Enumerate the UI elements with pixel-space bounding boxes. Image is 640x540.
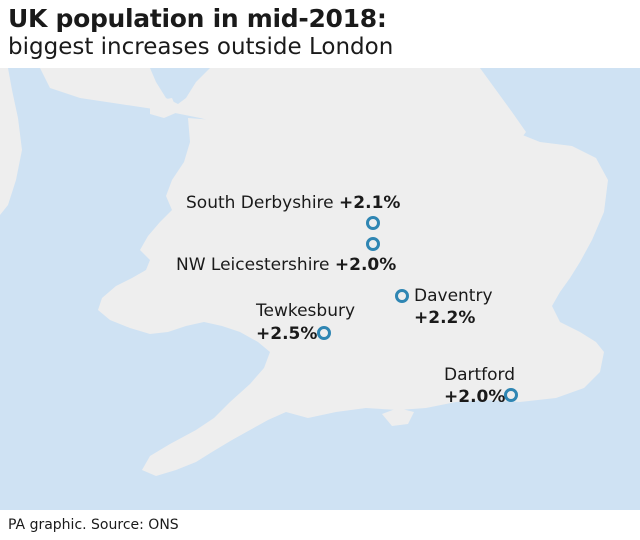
anglesey-land	[150, 98, 178, 118]
label-nw-leicestershire: NW Leicestershire +2.0%	[176, 254, 396, 276]
map-area: South Derbyshire +2.1% NW Leicestershire…	[0, 68, 640, 510]
place-name: South Derbyshire	[186, 193, 334, 213]
marker-south-derbyshire[interactable]	[366, 216, 380, 230]
footer: PA graphic. Source: ONS	[0, 510, 640, 540]
map-subtitle: biggest increases outside London	[8, 34, 394, 60]
label-dartford-name: Dartford	[444, 365, 516, 385]
place-change: +2.1%	[339, 193, 401, 213]
header: UK population in mid-2018: biggest incre…	[0, 0, 640, 68]
north-england-land	[40, 68, 526, 140]
map-svg	[0, 68, 640, 510]
marker-tewkesbury[interactable]	[317, 326, 331, 340]
label-tewkesbury-name: Tewkesbury	[256, 301, 356, 321]
label-tewkesbury-change: +2.5%	[256, 324, 318, 344]
source-credit: PA graphic. Source: ONS	[8, 517, 179, 533]
marker-dartford[interactable]	[504, 388, 518, 402]
place-change: +2.0%	[334, 255, 397, 275]
isle-of-wight-land	[382, 408, 414, 426]
ireland-land	[0, 68, 22, 215]
marker-nw-leicestershire[interactable]	[366, 237, 380, 251]
label-daventry-change: +2.2%	[414, 308, 476, 328]
label-dartford-change: +2.0%	[444, 387, 506, 407]
label-south-derbyshire: South Derbyshire +2.1%	[186, 192, 400, 214]
britain-land	[98, 114, 608, 476]
map-title: UK population in mid-2018:	[8, 4, 387, 33]
marker-daventry[interactable]	[395, 289, 409, 303]
place-name: NW Leicestershire	[176, 255, 330, 275]
label-daventry-name: Daventry	[414, 286, 493, 306]
